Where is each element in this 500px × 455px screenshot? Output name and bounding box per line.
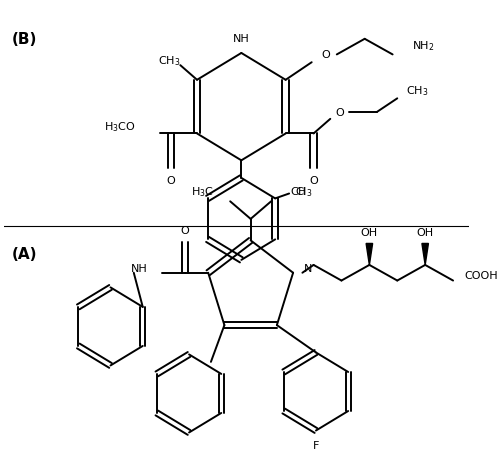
Text: (B): (B) [12,32,38,47]
Text: H$_3$CO: H$_3$CO [104,120,136,133]
Text: NH: NH [233,34,250,44]
Text: OH: OH [361,227,378,237]
Text: CH$_3$: CH$_3$ [158,54,180,68]
Polygon shape [366,244,372,265]
Text: O: O [166,176,175,186]
Text: N: N [304,263,312,273]
Text: O: O [309,176,318,186]
Polygon shape [422,244,428,265]
Text: NH: NH [131,263,148,273]
Text: Cl: Cl [296,186,306,196]
Text: H$_3$C: H$_3$C [190,185,214,199]
Text: CH$_3$: CH$_3$ [406,85,429,98]
Text: O: O [322,51,330,60]
Text: OH: OH [416,227,434,237]
Text: O: O [180,225,190,235]
Text: CH$_3$: CH$_3$ [290,185,312,199]
Text: (A): (A) [12,246,38,261]
Text: F: F [313,440,319,450]
Text: NH$_2$: NH$_2$ [412,39,434,52]
Text: COOH: COOH [464,270,498,280]
Text: O: O [335,108,344,118]
